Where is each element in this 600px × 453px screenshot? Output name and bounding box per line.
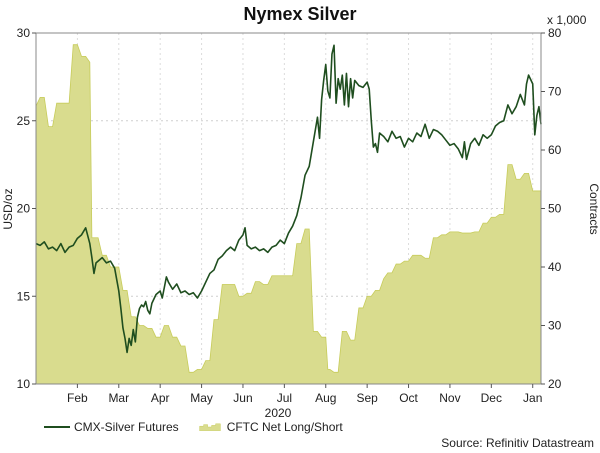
tick-label-month: Dec bbox=[481, 391, 502, 405]
series-line-silver bbox=[35, 44, 542, 354]
silver-line-layer bbox=[35, 44, 542, 354]
legend-swatch-line bbox=[44, 426, 70, 428]
tick-label-right: 20 bbox=[548, 377, 562, 391]
tick-label-right: 30 bbox=[548, 319, 562, 333]
y-axis-right-label: Contracts bbox=[587, 183, 600, 234]
tick-label-month: Jul bbox=[277, 391, 292, 405]
source-note: Source: Refinitiv Datastream bbox=[441, 436, 594, 450]
y-axis-left-label: USD/oz bbox=[1, 188, 15, 229]
tick-label-month: Sep bbox=[356, 391, 378, 405]
tick-label-left: 20 bbox=[17, 202, 31, 216]
tick-label-right: 80 bbox=[548, 26, 562, 40]
tick-label-left: 15 bbox=[17, 289, 31, 303]
tick-label-month: Oct bbox=[399, 391, 418, 405]
legend-swatch-area bbox=[199, 423, 221, 431]
legend: CMX-Silver Futures CFTC Net Long/Short bbox=[44, 420, 361, 434]
tick-label-month: Jun bbox=[233, 391, 252, 405]
legend-item-cftc: CFTC Net Long/Short bbox=[197, 420, 343, 434]
tick-label-month: Mar bbox=[108, 391, 129, 405]
tick-label-month: Aug bbox=[315, 391, 336, 405]
series-area-cftc bbox=[35, 44, 542, 385]
tick-label-month: Apr bbox=[151, 391, 170, 405]
tick-label-right: 70 bbox=[548, 85, 562, 99]
tick-label-month: Nov bbox=[439, 391, 460, 405]
tick-label-right: 40 bbox=[548, 260, 562, 274]
tick-label-month: Jan bbox=[523, 391, 542, 405]
legend-label-silver: CMX-Silver Futures bbox=[74, 420, 179, 434]
right-axis-multiplier: x 1,000 bbox=[547, 13, 587, 27]
tick-label-left: 25 bbox=[17, 114, 31, 128]
legend-item-silver: CMX-Silver Futures bbox=[44, 420, 179, 434]
legend-label-cftc: CFTC Net Long/Short bbox=[226, 420, 343, 434]
tick-label-left: 10 bbox=[17, 377, 31, 391]
tick-label-right: 50 bbox=[548, 202, 562, 216]
x-axis-year-label: 2020 bbox=[265, 406, 292, 420]
axis-ticks: 10 15 20 25 30 20 30 40 50 60 70 80 Feb Mar Apr May Jun J… bbox=[17, 26, 562, 405]
cftc-area-layer bbox=[35, 44, 542, 385]
chart-title: Nymex Silver bbox=[243, 4, 357, 24]
tick-label-month: May bbox=[190, 391, 213, 405]
tick-label-left: 30 bbox=[17, 26, 31, 40]
tick-label-right: 60 bbox=[548, 143, 562, 157]
tick-label-month: Feb bbox=[67, 391, 88, 405]
